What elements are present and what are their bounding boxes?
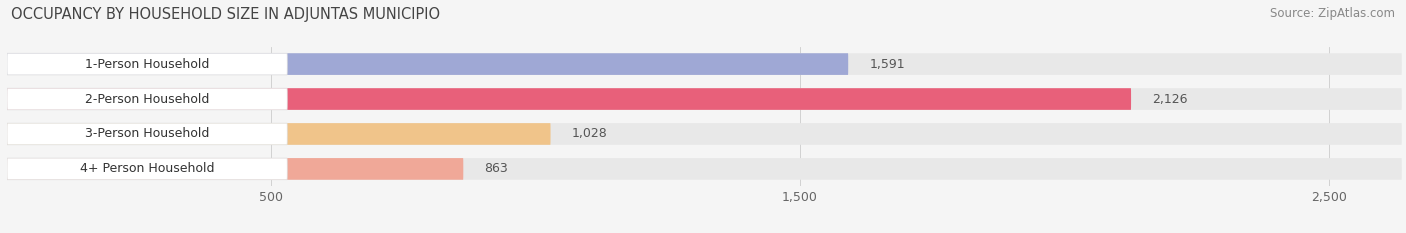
FancyBboxPatch shape — [7, 123, 287, 145]
Text: 1-Person Household: 1-Person Household — [84, 58, 209, 71]
Text: Source: ZipAtlas.com: Source: ZipAtlas.com — [1270, 7, 1395, 20]
Text: 2-Person Household: 2-Person Household — [84, 93, 209, 106]
Text: 1,591: 1,591 — [869, 58, 905, 71]
Text: 1,028: 1,028 — [572, 127, 607, 140]
FancyBboxPatch shape — [7, 158, 1402, 180]
FancyBboxPatch shape — [7, 123, 1402, 145]
FancyBboxPatch shape — [7, 88, 287, 110]
FancyBboxPatch shape — [7, 158, 287, 180]
Text: 2,126: 2,126 — [1153, 93, 1188, 106]
Text: OCCUPANCY BY HOUSEHOLD SIZE IN ADJUNTAS MUNICIPIO: OCCUPANCY BY HOUSEHOLD SIZE IN ADJUNTAS … — [11, 7, 440, 22]
FancyBboxPatch shape — [7, 88, 1130, 110]
FancyBboxPatch shape — [7, 123, 551, 145]
Text: 4+ Person Household: 4+ Person Household — [80, 162, 214, 175]
Text: 3-Person Household: 3-Person Household — [84, 127, 209, 140]
FancyBboxPatch shape — [7, 88, 1402, 110]
Text: 863: 863 — [485, 162, 508, 175]
FancyBboxPatch shape — [7, 53, 287, 75]
FancyBboxPatch shape — [7, 53, 1402, 75]
FancyBboxPatch shape — [7, 158, 464, 180]
FancyBboxPatch shape — [7, 53, 848, 75]
